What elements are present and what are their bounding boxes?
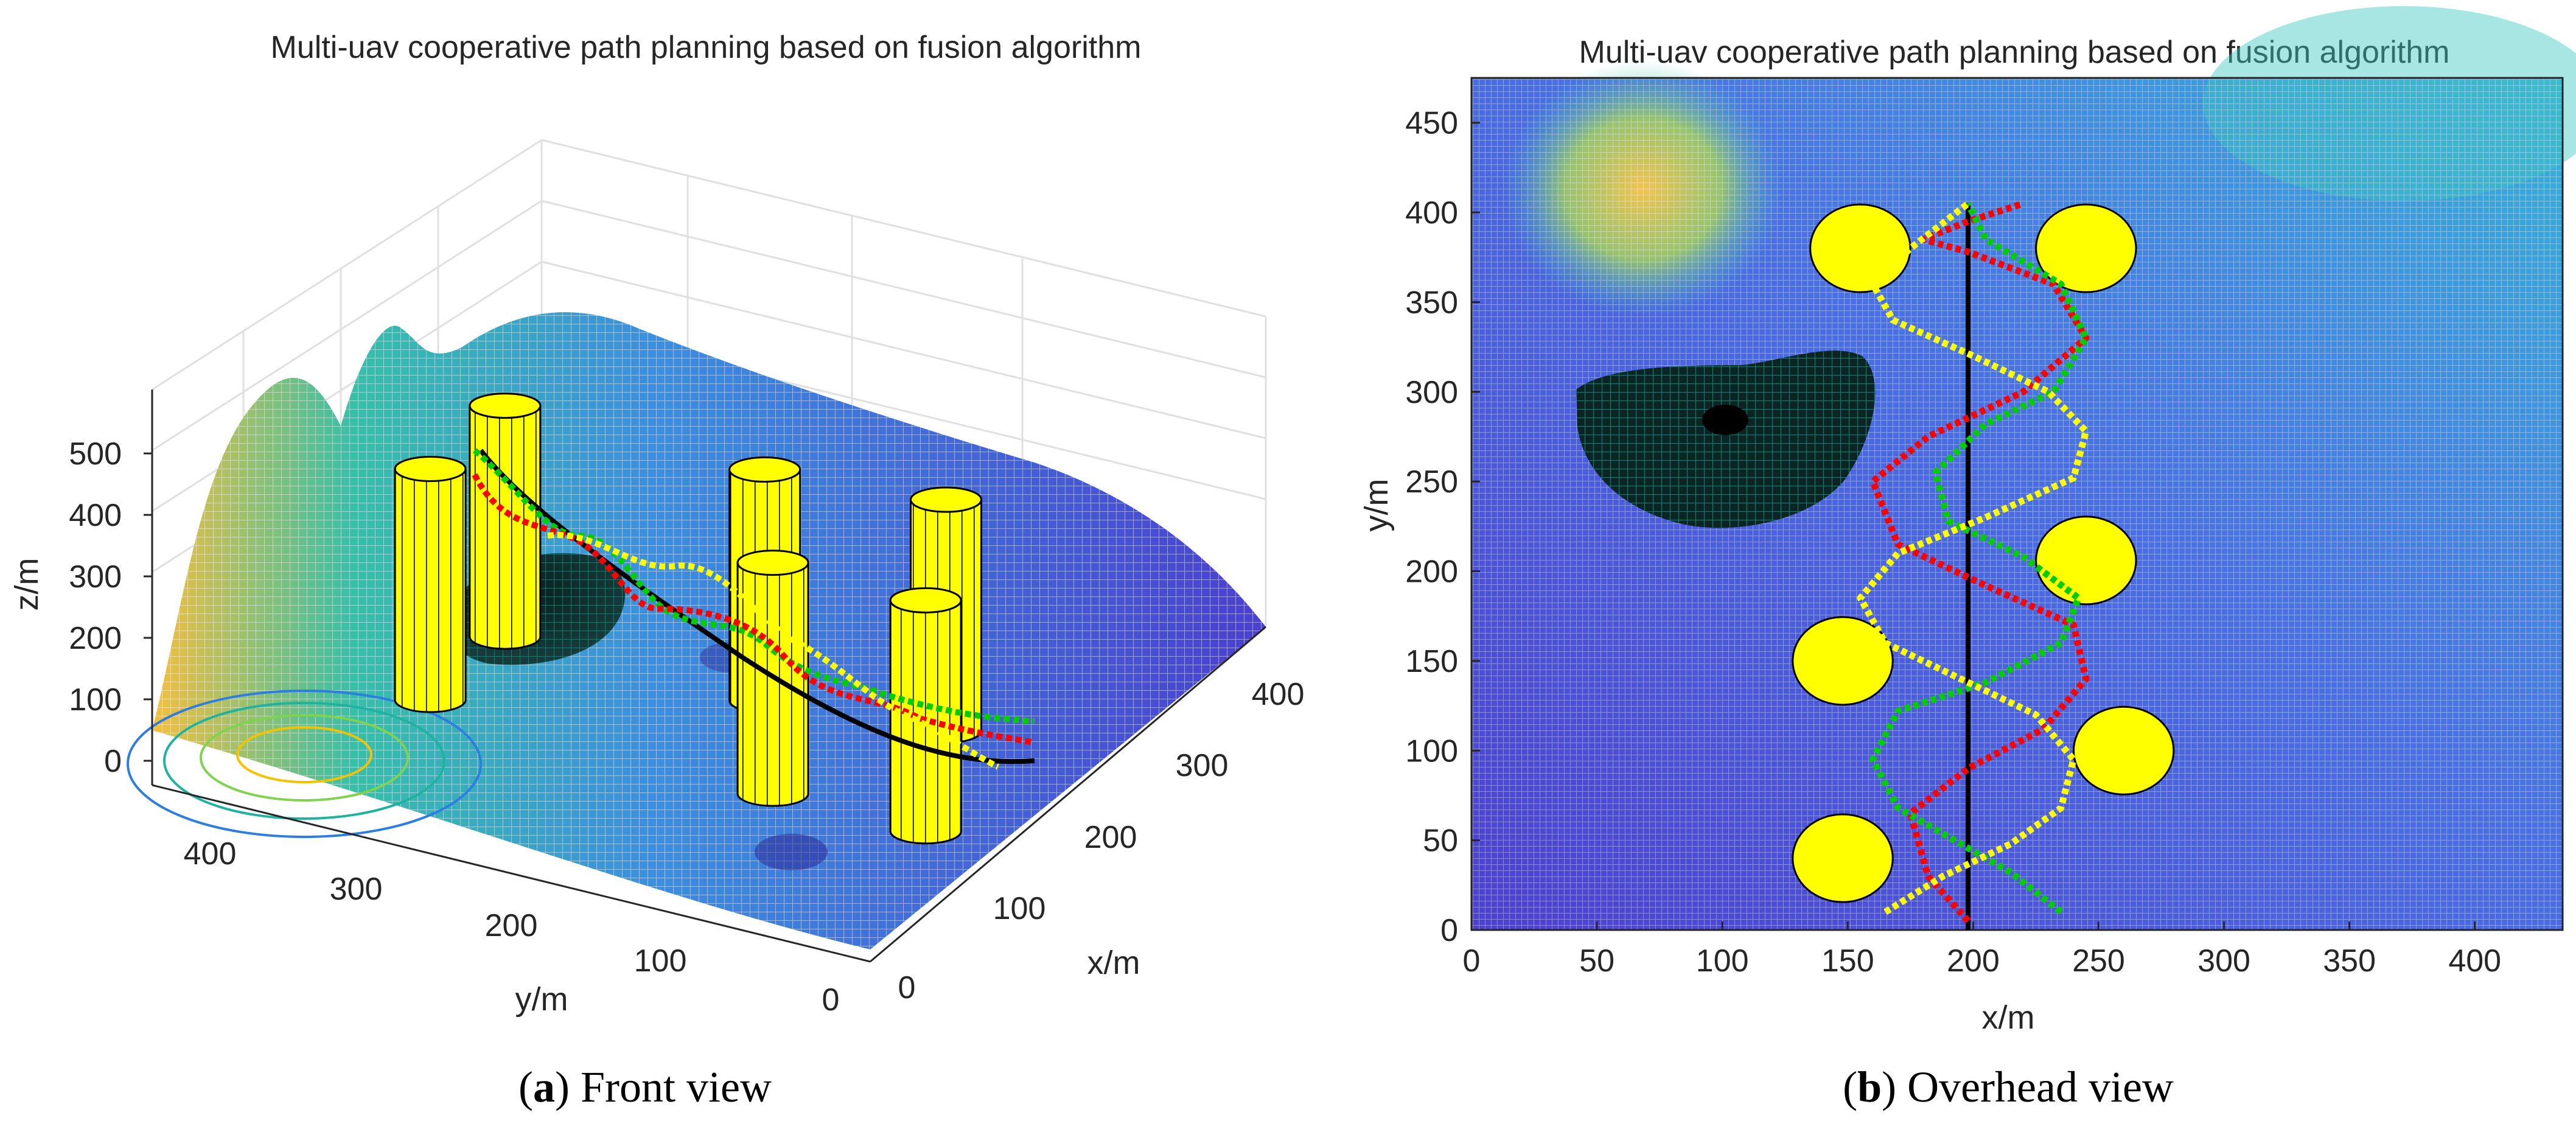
y-tick-label: 450 (1405, 106, 1458, 141)
cylinder-top (469, 393, 542, 419)
cylinder-top (909, 486, 982, 513)
y-tick-label: 100 (634, 943, 687, 979)
chart-a-caption: (a) Front view (518, 1063, 772, 1111)
y-axis-label: y/m (515, 981, 568, 1018)
chart-a-cylinders (394, 393, 982, 845)
y-tick-label: 250 (1405, 464, 1458, 500)
y-tick-label: 200 (1405, 554, 1458, 590)
x-tick-label: 250 (2072, 943, 2125, 979)
x-tick-label: 200 (1084, 820, 1137, 855)
x-tick-label: 0 (898, 970, 916, 1005)
y-tick-label: 300 (1405, 375, 1458, 410)
path-series-line (1857, 200, 2090, 915)
chart-a-x-axis: 0 100 200 300 400 x/m (870, 626, 1305, 1005)
z-tick-label: 0 (104, 744, 122, 779)
x-tick-label: 100 (993, 891, 1046, 926)
obstacle-circle (1792, 616, 1894, 706)
chart-b-hemisphere (1576, 351, 1876, 528)
obstacle-circle (2072, 705, 2175, 795)
obstacle-circle (2035, 203, 2137, 293)
y-tick-label: 150 (1405, 644, 1458, 679)
y-tick-label: 50 (1423, 823, 1458, 859)
chart-b-caption: (b) Overhead view (1843, 1063, 2174, 1111)
y-tick-label: 300 (330, 872, 383, 907)
cylinder-obstacle (394, 455, 467, 713)
cylinder-body (394, 467, 467, 713)
x-tick-label: 400 (2448, 943, 2501, 979)
chart-a-paths (472, 448, 1035, 770)
z-tick-label: 100 (69, 682, 122, 718)
chart-b: Multi-uav cooperative path planning base… (1358, 6, 2576, 1111)
y-tick-label: 200 (485, 908, 538, 943)
chart-b-caption-text: Overhead view (1907, 1063, 2174, 1111)
chart-a-title: Multi-uav cooperative path planning base… (271, 30, 1142, 65)
x-tick-label: 150 (1821, 943, 1874, 979)
chart-a-caption-text: Front view (581, 1063, 772, 1111)
y-tick-label: 0 (1440, 913, 1458, 948)
cylinder-body (469, 405, 542, 650)
cylinder-top (728, 456, 801, 483)
y-tick-label: 350 (1405, 285, 1458, 320)
x-tick-label: 100 (1696, 943, 1749, 979)
cylinder-obstacle (469, 393, 542, 650)
chart-a-z-axis: 0 100 200 300 400 500 z/m (9, 390, 153, 785)
cylinder-body (736, 562, 809, 807)
x-tick-label: 300 (1176, 748, 1229, 783)
z-tick-label: 400 (69, 498, 122, 533)
y-tick-label: 400 (1405, 195, 1458, 231)
x-tick-label: 200 (1947, 943, 2000, 979)
obstacle-circle (2035, 516, 2137, 606)
cylinder-obstacle (736, 550, 809, 807)
y-tick-label: 0 (822, 982, 840, 1018)
x-tick-label: 300 (2197, 943, 2250, 979)
chart-a-y-axis: 400 300 200 100 0 y/m (152, 784, 871, 1018)
z-axis-label: z/m (9, 558, 45, 611)
chart-b-title: Multi-uav cooperative path planning base… (1579, 35, 2450, 70)
x-tick-label: 0 (1463, 943, 1481, 979)
z-tick-label: 200 (69, 621, 122, 656)
chart-b-y-axis: 0 50 100 150 200 250 300 350 400 450 (1405, 106, 1480, 948)
x-tick-label: 400 (1252, 677, 1305, 712)
obstacle-circle (1792, 813, 1894, 903)
obstacle-circle (1809, 203, 1911, 293)
z-tick-label: 300 (69, 559, 122, 595)
chart-b-x-axis-label: x/m (1982, 999, 2035, 1036)
cylinder-top (889, 587, 962, 613)
x-axis-label: x/m (1087, 945, 1140, 981)
x-tick-label: 350 (2323, 943, 2376, 979)
cylinder-obstacle (889, 587, 962, 845)
chart-b-series (1857, 200, 2090, 930)
chart-b-x-axis: 0 50 100 150 200 250 300 350 400 (1463, 921, 2501, 979)
chart-a-caption-letter: a (533, 1063, 555, 1111)
path-series-line (1869, 200, 2090, 923)
cylinder-top (394, 455, 467, 482)
x-tick-label: 50 (1579, 943, 1614, 979)
chart-b-caption-letter: b (1857, 1063, 1882, 1111)
chart-b-plot-area (1470, 6, 2576, 931)
z-tick-label: 500 (69, 436, 122, 472)
cylinder-top (736, 550, 809, 576)
chart-b-y-axis-label: y/m (1358, 479, 1395, 532)
y-tick-label: 400 (184, 836, 237, 872)
chart-a: Multi-uav cooperative path planning base… (9, 30, 1304, 1111)
y-tick-label: 100 (1405, 733, 1458, 769)
